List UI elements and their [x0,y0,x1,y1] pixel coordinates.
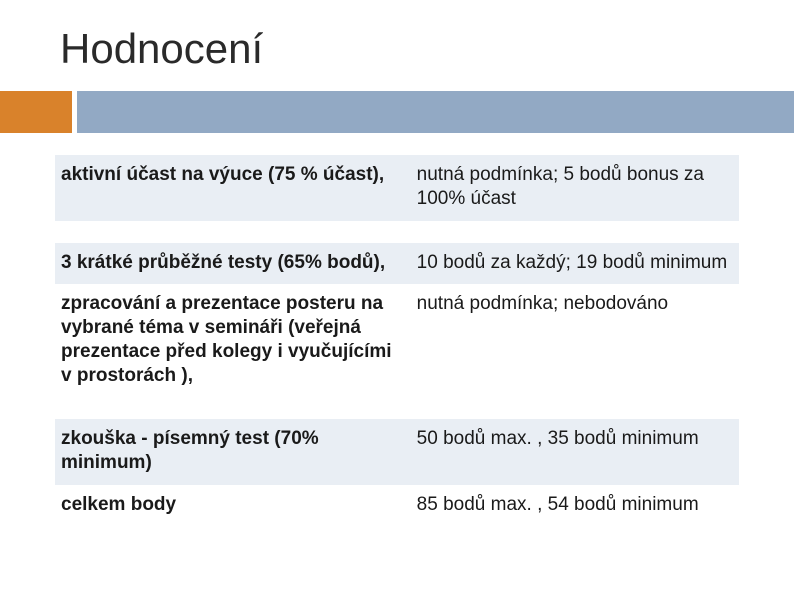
header-bar-main [77,91,794,133]
page-title: Hodnocení [55,25,739,73]
grading-table: aktivní účast na výuce (75 % účast),nutn… [55,155,739,527]
table-row: celkem body85 bodů max. , 54 bodů minimu… [55,485,739,527]
points-cell: 50 bodů max. , 35 bodů minimum [411,419,739,485]
slide-container: Hodnocení aktivní účast na výuce (75 % ú… [0,0,794,595]
spacer-cell [55,221,739,243]
criterion-cell: aktivní účast na výuce (75 % účast), [55,155,411,221]
points-cell: nutná podmínka; nebodováno [411,284,739,397]
criterion-cell: celkem body [55,485,411,527]
header-bar-accent [0,91,72,133]
grading-table-body: aktivní účast na výuce (75 % účast),nutn… [55,155,739,527]
points-cell: 85 bodů max. , 54 bodů minimum [411,485,739,527]
header-bar [55,91,739,133]
table-row: zpracování a prezentace posteru na vybra… [55,284,739,397]
table-row: 3 krátké průběžné testy (65% bodů),10 bo… [55,243,739,285]
points-cell: 10 bodů za každý; 19 bodů minimum [411,243,739,285]
spacer-cell [55,397,739,419]
points-cell: nutná podmínka; 5 bodů bonus za 100% úča… [411,155,739,221]
table-row: aktivní účast na výuce (75 % účast),nutn… [55,155,739,221]
table-row [55,397,739,419]
table-row: zkouška - písemný test (70% minimum)50 b… [55,419,739,485]
criterion-cell: 3 krátké průběžné testy (65% bodů), [55,243,411,285]
table-row [55,221,739,243]
criterion-cell: zpracování a prezentace posteru na vybra… [55,284,411,397]
criterion-cell: zkouška - písemný test (70% minimum) [55,419,411,485]
